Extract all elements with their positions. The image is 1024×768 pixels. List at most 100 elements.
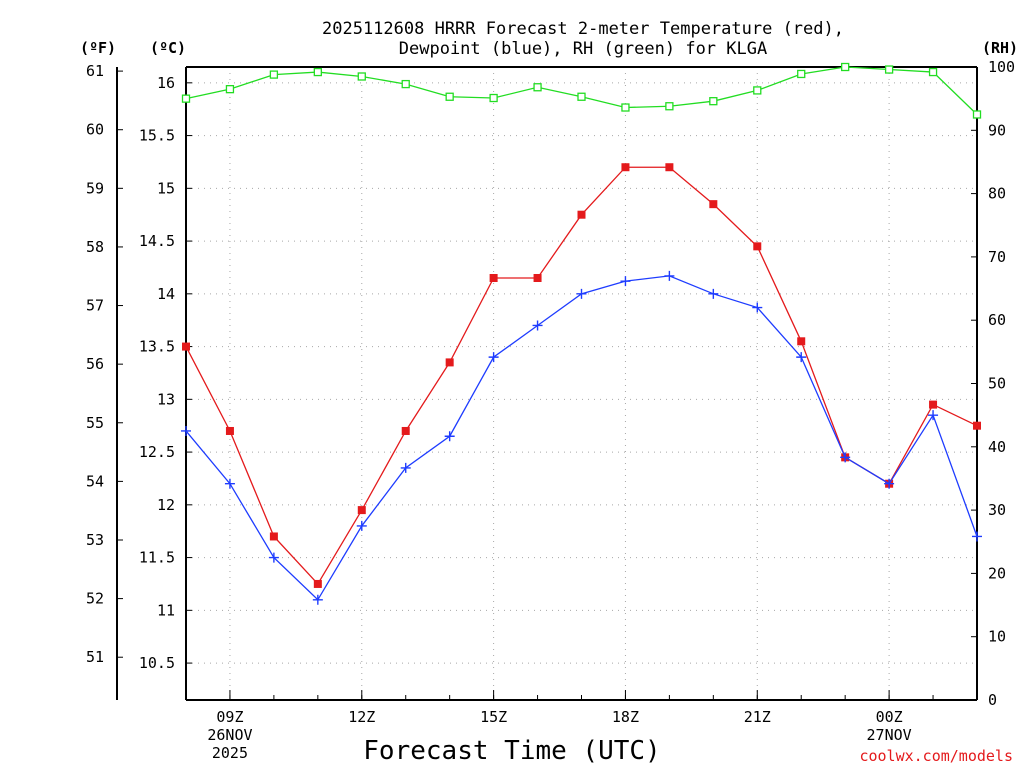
fahrenheit-tick-label: 54 (86, 472, 104, 490)
fahrenheit-tick-label: 53 (86, 531, 104, 549)
dewpoint-point (840, 452, 851, 463)
rh-axis-label: (RH) (982, 39, 1018, 57)
temperature-point (269, 532, 278, 541)
dewpoint-point (312, 594, 323, 605)
rh-point (753, 86, 762, 95)
dewpoint-point (532, 320, 543, 331)
dewpoint-point (972, 531, 982, 542)
celsius-tick-label: 15 (157, 179, 175, 197)
rh-tick-label: 80 (988, 185, 1006, 203)
rh-point (269, 70, 279, 79)
x-tick-label: 21Z (744, 708, 771, 726)
chart-title-line-1: 2025112608 HRRR Forecast 2-meter Tempera… (322, 19, 844, 39)
fahrenheit-tick-label: 59 (86, 179, 104, 197)
celsius-tick-label: 16 (157, 74, 175, 92)
rh-tick-label: 40 (988, 438, 1006, 456)
dewpoint-series-line (185, 275, 978, 601)
rh-tick-label: 70 (988, 248, 1006, 266)
temperature-point (401, 426, 410, 435)
rh-point (972, 110, 982, 119)
rh-point (489, 93, 498, 103)
temperature-point (797, 337, 806, 346)
fahrenheit-tick-label: 61 (86, 62, 104, 80)
rh-point (401, 79, 410, 89)
rh-point (665, 102, 674, 111)
celsius-tick-label: 13.5 (139, 338, 175, 356)
temperature-point (445, 358, 454, 367)
fahrenheit-tick-label: 55 (86, 414, 104, 432)
x-tick-label: 26NOV (207, 726, 252, 744)
dewpoint-point (664, 270, 675, 281)
celsius-tick-label: 15.5 (139, 127, 175, 145)
rh-series-line (185, 66, 978, 115)
celsius-tick-label: 13 (157, 390, 175, 408)
x-tick-label: 12Z (348, 708, 375, 726)
celsius-tick-label: 14.5 (139, 232, 175, 250)
rh-tick-label: 100 (988, 58, 1015, 76)
temperature-point (753, 242, 762, 251)
temperature-point (357, 506, 366, 515)
rh-point (533, 83, 542, 92)
temperature-point (225, 426, 234, 435)
credit-link[interactable]: coolwx.com/models (859, 747, 1013, 765)
rh-tick-label: 0 (988, 691, 997, 709)
temperature-point (621, 163, 630, 172)
rh-point (797, 69, 806, 79)
x-tick-label: 2025 (212, 744, 248, 762)
x-tick-label: 09Z (216, 708, 243, 726)
temperature-point (709, 200, 718, 209)
temperature-point (577, 210, 586, 219)
dewpoint-point (356, 520, 367, 531)
rh-tick-label: 50 (988, 375, 1006, 393)
temperature-point (973, 421, 981, 430)
dewpoint-point (576, 288, 587, 299)
temperature-point (533, 274, 542, 282)
celsius-tick-label: 12.5 (139, 443, 175, 461)
dewpoint-point (268, 552, 279, 563)
dewpoint-point (444, 431, 455, 442)
x-axis-title: Forecast Time (UTC) (363, 736, 660, 766)
chart-title-line-2: Dewpoint (blue), RH (green) for KLGA (399, 39, 767, 59)
rh-tick-label: 30 (988, 501, 1006, 519)
rh-point (621, 103, 630, 112)
celsius-tick-label: 12 (157, 496, 175, 514)
rh-point (181, 94, 191, 103)
temperature-point (182, 342, 190, 351)
rh-tick-label: 10 (988, 628, 1006, 646)
temperature-point (929, 400, 938, 409)
x-tick-label: 18Z (612, 708, 639, 726)
rh-point (884, 65, 894, 74)
rh-point (357, 72, 366, 81)
dewpoint-point (181, 425, 191, 436)
temperature-point (313, 579, 322, 588)
fahrenheit-tick-label: 58 (86, 238, 104, 256)
rh-tick-label: 60 (988, 311, 1006, 329)
chart-series (181, 62, 982, 605)
temperature-point (489, 274, 498, 282)
dewpoint-point (752, 302, 763, 313)
temperature-point (665, 163, 674, 172)
fahrenheit-axis-label: (ºF) (80, 39, 116, 57)
rh-point (928, 67, 938, 77)
fahrenheit-tick-label: 51 (86, 648, 104, 666)
grid-lines (186, 67, 977, 700)
dewpoint-point (928, 410, 939, 421)
celsius-tick-label: 10.5 (139, 654, 175, 672)
fahrenheit-tick-label: 60 (86, 121, 104, 139)
rh-point (841, 62, 850, 72)
fahrenheit-tick-label: 57 (86, 297, 104, 315)
chart-axes: 51 52 53 54 55 56 57 58 59 60 61 10.5 11 11.5 12 12.5 13… (86, 58, 1015, 762)
celsius-tick-label: 11 (157, 601, 175, 619)
rh-tick-label: 20 (988, 564, 1006, 582)
rh-point (313, 67, 322, 77)
rh-point (577, 92, 586, 101)
celsius-tick-label: 14 (157, 285, 175, 303)
dewpoint-point (620, 276, 631, 287)
dewpoint-point (224, 478, 235, 489)
dewpoint-point (400, 462, 411, 473)
dewpoint-point (884, 478, 895, 489)
fahrenheit-tick-label: 52 (86, 590, 104, 608)
rh-point (445, 92, 454, 101)
rh-point (225, 85, 235, 94)
